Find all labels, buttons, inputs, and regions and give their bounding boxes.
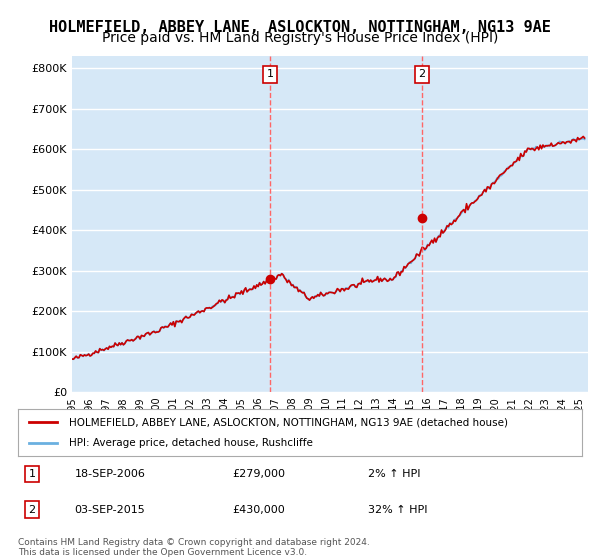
Text: £279,000: £279,000: [232, 469, 286, 479]
Text: 2: 2: [418, 69, 425, 80]
Text: HPI: Average price, detached house, Rushcliffe: HPI: Average price, detached house, Rush…: [69, 438, 313, 448]
Text: 1: 1: [29, 469, 35, 479]
Text: 1: 1: [267, 69, 274, 80]
Text: 18-SEP-2006: 18-SEP-2006: [74, 469, 145, 479]
Text: 2% ↑ HPI: 2% ↑ HPI: [368, 469, 420, 479]
Text: Contains HM Land Registry data © Crown copyright and database right 2024.
This d: Contains HM Land Registry data © Crown c…: [18, 538, 370, 557]
Text: HOLMEFIELD, ABBEY LANE, ASLOCKTON, NOTTINGHAM, NG13 9AE: HOLMEFIELD, ABBEY LANE, ASLOCKTON, NOTTI…: [49, 20, 551, 35]
Text: £430,000: £430,000: [232, 505, 285, 515]
Text: 2: 2: [29, 505, 35, 515]
Text: Price paid vs. HM Land Registry's House Price Index (HPI): Price paid vs. HM Land Registry's House …: [102, 31, 498, 45]
Text: HOLMEFIELD, ABBEY LANE, ASLOCKTON, NOTTINGHAM, NG13 9AE (detached house): HOLMEFIELD, ABBEY LANE, ASLOCKTON, NOTTI…: [69, 417, 508, 427]
Text: 03-SEP-2015: 03-SEP-2015: [74, 505, 145, 515]
Text: 32% ↑ HPI: 32% ↑ HPI: [368, 505, 427, 515]
